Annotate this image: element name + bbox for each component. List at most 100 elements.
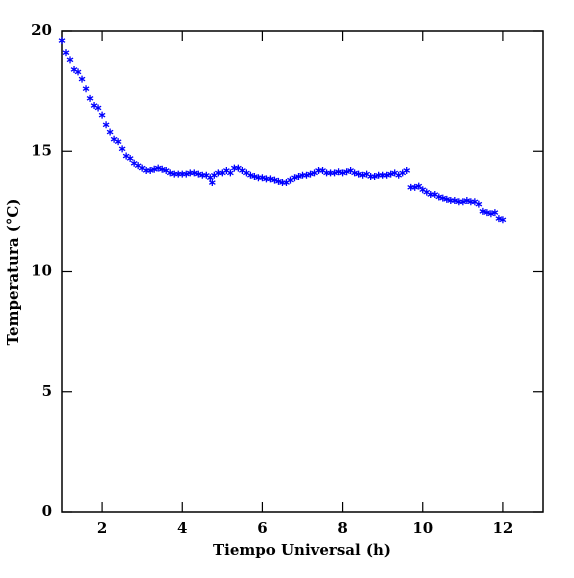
- data-point: [435, 193, 443, 201]
- data-point: [423, 188, 431, 196]
- data-point: [471, 198, 479, 206]
- data-point: [295, 173, 302, 181]
- data-point: [479, 207, 487, 215]
- data-point: [291, 174, 298, 182]
- data-point: [343, 168, 350, 176]
- y-tick-label: 15: [31, 141, 52, 159]
- data-point: [495, 215, 503, 223]
- data-point: [459, 198, 467, 206]
- x-tick-label: 10: [412, 519, 433, 537]
- data-point: [351, 169, 358, 177]
- data-point: [182, 170, 190, 178]
- data-point: [94, 104, 102, 112]
- data-point: [367, 173, 375, 181]
- data-point: [82, 85, 90, 93]
- data-point: [303, 171, 310, 179]
- data-point: [335, 168, 342, 176]
- data-point: [307, 170, 314, 178]
- data-point: [126, 154, 134, 162]
- data-point: [146, 166, 154, 174]
- data-point: [355, 170, 362, 178]
- data-point: [118, 145, 126, 153]
- data-point: [319, 166, 326, 174]
- data-point: [98, 111, 106, 119]
- data-point: [110, 135, 118, 143]
- data-point: [387, 170, 395, 178]
- data-point: [142, 166, 150, 174]
- data-point: [431, 191, 439, 199]
- data-point: [102, 121, 110, 129]
- x-tick-label: 12: [492, 519, 513, 537]
- data-point: [403, 166, 411, 174]
- data-point: [243, 169, 250, 177]
- data-point: [158, 165, 166, 173]
- data-point: [114, 138, 122, 146]
- data-point: [130, 159, 138, 167]
- data-point: [267, 175, 274, 183]
- data-point: [74, 68, 82, 76]
- data-point: [451, 197, 459, 205]
- data-point: [194, 170, 202, 178]
- data-point: [427, 191, 435, 199]
- data-point: [138, 164, 146, 172]
- data-point: [475, 200, 483, 208]
- y-tick-label: 10: [31, 262, 52, 280]
- data-point: [78, 75, 86, 83]
- data-point: [178, 170, 186, 178]
- x-tick-label: 6: [257, 519, 267, 537]
- data-point: [70, 65, 78, 73]
- data-point: [208, 179, 216, 187]
- data-point: [259, 174, 266, 182]
- plot-frame: [61, 30, 544, 513]
- x-tick-label: 8: [337, 519, 347, 537]
- data-point: [331, 169, 338, 177]
- data-point: [86, 94, 94, 102]
- data-point: [202, 171, 210, 179]
- y-tick-label: 20: [31, 21, 52, 39]
- data-point: [499, 216, 507, 224]
- data-point: [166, 169, 174, 177]
- data-point: [230, 164, 238, 172]
- data-point: [218, 169, 226, 177]
- data-point: [491, 209, 499, 217]
- data-point: [483, 209, 491, 217]
- data-point: [154, 164, 162, 172]
- data-point: [226, 169, 234, 177]
- data-point: [359, 171, 366, 179]
- x-axis-title: Tiempo Universal (h): [213, 541, 391, 559]
- data-point: [222, 166, 230, 174]
- data-point: [271, 176, 278, 184]
- data-point: [411, 183, 419, 191]
- data-point: [371, 173, 379, 181]
- data-point: [134, 162, 142, 170]
- data-point: [327, 169, 334, 177]
- data-point: [487, 210, 495, 218]
- data-point: [210, 171, 218, 179]
- data-point: [214, 169, 222, 177]
- data-point: [58, 37, 66, 45]
- x-tick-label: 2: [97, 519, 107, 537]
- data-point: [283, 179, 290, 187]
- y-tick-label: 0: [42, 502, 52, 520]
- data-point: [247, 171, 254, 179]
- data-point: [339, 169, 346, 177]
- data-point: [383, 171, 391, 179]
- data-point: [106, 128, 114, 136]
- y-axis-title: Temperatura (°C): [4, 199, 22, 346]
- data-point: [174, 170, 182, 178]
- data-point: [315, 166, 322, 174]
- data-point: [415, 182, 423, 190]
- data-point: [90, 102, 98, 110]
- data-point: [287, 176, 294, 184]
- data-point: [239, 166, 246, 174]
- data-point: [399, 169, 407, 177]
- data-point: [443, 195, 451, 203]
- y-tick-label: 5: [42, 382, 52, 400]
- data-point: [463, 197, 471, 205]
- data-point: [323, 169, 330, 177]
- data-point: [234, 164, 242, 172]
- data-point: [439, 194, 447, 202]
- data-point: [190, 169, 198, 177]
